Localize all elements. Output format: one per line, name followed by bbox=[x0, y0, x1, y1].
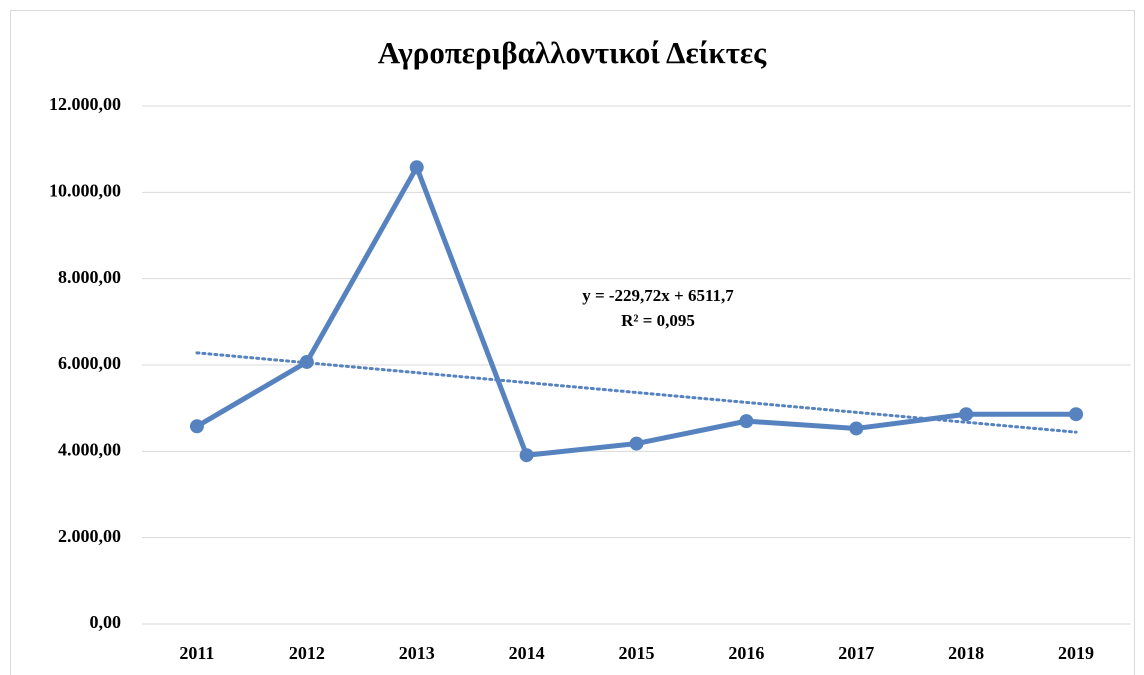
y-tick-label: 6.000,00 bbox=[58, 353, 121, 373]
y-tick-label: 2.000,00 bbox=[58, 526, 121, 546]
x-tick-label: 2013 bbox=[399, 643, 435, 663]
x-tick-label: 2016 bbox=[728, 643, 764, 663]
chart-title: Αγροπεριβαλλοντικοί Δείκτες bbox=[378, 35, 767, 70]
data-point bbox=[849, 421, 864, 436]
x-tick-label: 2019 bbox=[1058, 643, 1094, 663]
trend-equation: y = -229,72x + 6511,7 bbox=[582, 286, 734, 305]
x-tick-label: 2014 bbox=[509, 643, 545, 663]
x-tick-label: 2018 bbox=[948, 643, 984, 663]
trend-r-squared: R² = 0,095 bbox=[621, 311, 695, 330]
data-point bbox=[519, 448, 534, 463]
data-point bbox=[409, 160, 424, 175]
data-point bbox=[1069, 407, 1084, 422]
y-tick-label: 10.000,00 bbox=[49, 180, 121, 200]
trendline bbox=[195, 351, 1078, 434]
y-tick-label: 4.000,00 bbox=[58, 439, 121, 459]
x-tick-label: 2015 bbox=[619, 643, 655, 663]
y-tick-label: 0,00 bbox=[90, 612, 122, 632]
x-tick-label: 2012 bbox=[289, 643, 325, 663]
x-tick-label: 2011 bbox=[179, 643, 214, 663]
data-point bbox=[959, 407, 974, 422]
data-point bbox=[629, 436, 644, 451]
y-tick-label: 8.000,00 bbox=[58, 267, 121, 287]
x-tick-label: 2017 bbox=[838, 643, 874, 663]
data-point bbox=[189, 419, 204, 434]
data-point bbox=[739, 414, 754, 429]
chart-border bbox=[10, 10, 1135, 675]
y-tick-label: 12.000,00 bbox=[49, 94, 121, 114]
